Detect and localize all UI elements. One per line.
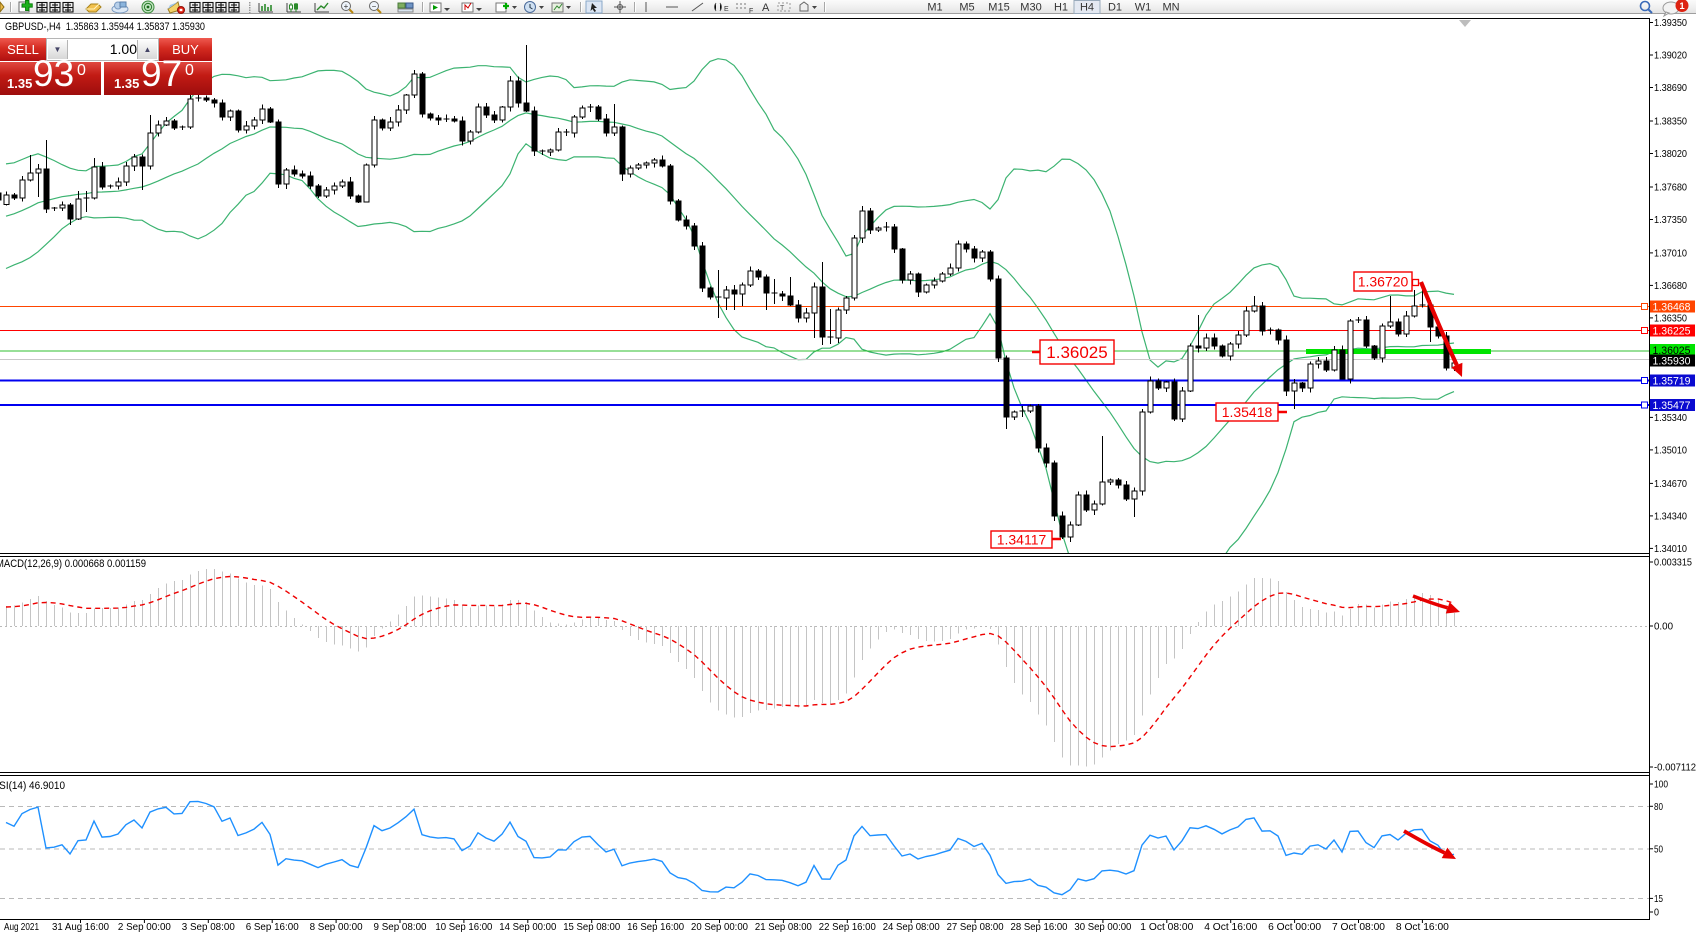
svg-text:M1: M1 [927,2,942,14]
svg-text:H1: H1 [1054,2,1068,14]
svg-text:MACD(12,26,9) 0.000668 0.00115: MACD(12,26,9) 0.000668 0.001159 [0,558,146,570]
svg-text:1.39350: 1.39350 [1654,18,1687,29]
svg-text:1.35930: 1.35930 [1653,355,1691,367]
svg-text:50: 50 [1654,845,1663,856]
svg-text:1.36468: 1.36468 [1653,301,1691,313]
svg-text:1.36225: 1.36225 [1653,325,1691,337]
svg-text:7 Oct 08:00: 7 Oct 08:00 [1332,921,1385,933]
svg-text:21 Sep 08:00: 21 Sep 08:00 [755,921,812,933]
svg-text:6 Sep 16:00: 6 Sep 16:00 [246,921,299,933]
svg-text:1.36680: 1.36680 [1654,281,1687,292]
svg-text:3 Sep 08:00: 3 Sep 08:00 [182,921,235,933]
svg-text:1.35010: 1.35010 [1654,446,1687,457]
svg-text:0.003315: 0.003315 [1654,558,1692,569]
svg-text:1.38020: 1.38020 [1654,149,1687,160]
svg-text:14 Sep 00:00: 14 Sep 00:00 [499,921,556,933]
svg-text:1.35340: 1.35340 [1654,413,1687,424]
svg-text:E: E [724,6,729,13]
svg-text:-0.007112: -0.007112 [1654,763,1696,774]
svg-text:100: 100 [1654,780,1668,791]
svg-text:4 Oct 16:00: 4 Oct 16:00 [1204,921,1257,933]
svg-text:15: 15 [1654,894,1663,905]
svg-text:M5: M5 [959,2,974,14]
svg-text:10 Sep 16:00: 10 Sep 16:00 [435,921,492,933]
svg-text:+: + [344,2,349,11]
svg-text:0.00: 0.00 [1654,622,1673,633]
svg-text:9 Sep 08:00: 9 Sep 08:00 [374,921,427,933]
svg-text:D1: D1 [1108,2,1122,14]
svg-text:22 Sep 16:00: 22 Sep 16:00 [819,921,876,933]
svg-text:1.37680: 1.37680 [1654,183,1687,194]
svg-text:1.36720: 1.36720 [1358,274,1409,290]
svg-text:1.36350: 1.36350 [1654,314,1687,325]
svg-text:1.39020: 1.39020 [1654,51,1687,62]
svg-text:1.37350: 1.37350 [1654,215,1687,226]
svg-text:8 Sep 00:00: 8 Sep 00:00 [310,921,363,933]
svg-text:8 Oct 16:00: 8 Oct 16:00 [1396,921,1449,933]
svg-text:28 Sep 16:00: 28 Sep 16:00 [1011,921,1068,933]
svg-text:1.38350: 1.38350 [1654,117,1687,128]
svg-text:0: 0 [1654,908,1659,919]
svg-text:1.35719: 1.35719 [1653,375,1691,387]
svg-text:15 Sep 08:00: 15 Sep 08:00 [563,921,620,933]
svg-text:31 Aug 16:00: 31 Aug 16:00 [52,921,109,933]
svg-text:MN: MN [1162,2,1179,14]
svg-text:Aug 2021: Aug 2021 [4,921,39,933]
svg-text:16 Sep 16:00: 16 Sep 16:00 [627,921,684,933]
svg-text:1.36025: 1.36025 [1653,345,1691,357]
svg-text:M30: M30 [1020,2,1041,14]
svg-text:80: 80 [1654,802,1663,813]
svg-text:1.35477: 1.35477 [1653,400,1691,412]
svg-text:1: 1 [1679,1,1685,12]
svg-text:24 Sep 08:00: 24 Sep 08:00 [883,921,940,933]
svg-text:1.34117: 1.34117 [997,532,1047,548]
svg-text:−: − [372,2,377,11]
svg-text:2 Sep 00:00: 2 Sep 00:00 [118,921,171,933]
svg-text:1.37010: 1.37010 [1654,249,1687,260]
svg-text:1.38690: 1.38690 [1654,83,1687,94]
svg-text:30 Sep 00:00: 30 Sep 00:00 [1074,921,1131,933]
svg-text:6 Oct 00:00: 6 Oct 00:00 [1268,921,1321,933]
svg-text:RSI(14) 46.9010: RSI(14) 46.9010 [0,780,65,792]
svg-text:1.35418: 1.35418 [1222,404,1273,420]
svg-text:F: F [749,8,753,15]
svg-text:1.34340: 1.34340 [1654,512,1687,523]
svg-text:A: A [762,2,770,14]
svg-text:GBPUSD-,H4 1.35863 1.35944 1.: GBPUSD-,H4 1.35863 1.35944 1.35837 1.359… [5,21,205,33]
svg-text:1.34670: 1.34670 [1654,479,1687,490]
svg-text:T: T [780,5,785,12]
svg-text:1.36025: 1.36025 [1046,343,1107,362]
svg-text:M15: M15 [988,2,1009,14]
svg-text:27 Sep 08:00: 27 Sep 08:00 [947,921,1004,933]
svg-text:W1: W1 [1135,2,1152,14]
svg-text:H4: H4 [1080,2,1094,14]
svg-text:20 Sep 00:00: 20 Sep 00:00 [691,921,748,933]
svg-text:1.34010: 1.34010 [1654,544,1687,555]
svg-text:1 Oct 08:00: 1 Oct 08:00 [1140,921,1193,933]
